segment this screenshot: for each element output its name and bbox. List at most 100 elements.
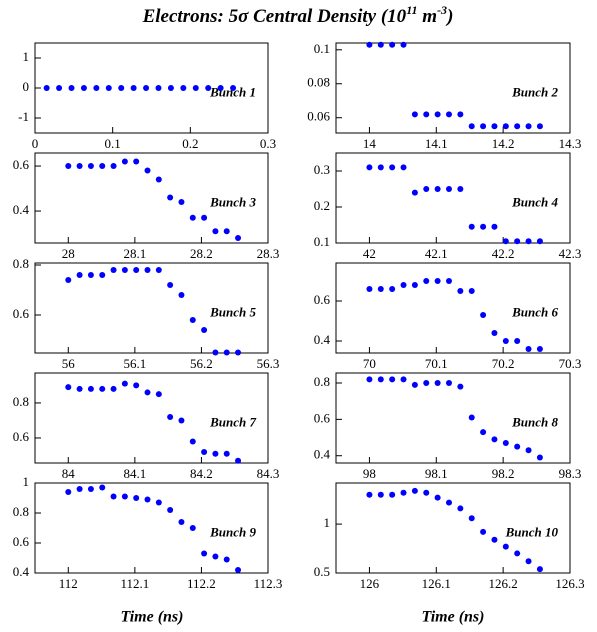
point [468,515,475,522]
point [121,267,128,273]
point [118,85,125,91]
point [491,436,498,443]
point [212,228,219,235]
title-sup: 11 [406,3,417,17]
x-tick-label: 28.1 [123,246,146,261]
plot-frame [335,482,571,574]
point [525,123,532,130]
y-tick-label: 0.2 [314,198,330,213]
y-tick-label: 0.6 [13,534,30,549]
x-tick-label: 56.3 [257,356,280,371]
point [76,486,83,492]
y-tick-label: 0.6 [314,410,331,425]
point [217,85,224,91]
x-tick-label: 14.2 [492,136,515,151]
point [502,338,509,344]
point [434,278,441,284]
point [514,238,521,245]
point [223,450,230,457]
point [189,438,196,445]
x-tick-label: 14.3 [559,136,582,151]
y-tick-label: 0.4 [13,564,30,579]
x-tick-label: 56.1 [123,356,146,371]
point [536,238,543,245]
x-tick-label: 14 [363,136,377,151]
point [110,493,117,500]
point [56,85,63,91]
y-tick-label: 1 [23,474,30,489]
point [121,493,128,500]
point [514,550,521,557]
point [93,85,100,91]
point [366,376,373,383]
point [525,447,532,454]
point [366,164,373,171]
x-tick-label: 42.2 [492,246,515,261]
point [192,85,199,91]
x-tick-label: 0.2 [182,136,198,151]
point [43,85,50,91]
title-text: m [418,6,438,27]
point [468,414,475,421]
point [366,286,373,292]
point [144,267,151,273]
y-tick-label: 0.06 [307,109,330,124]
plot-frame [34,152,269,244]
y-tick-label: 0.1 [314,234,330,249]
point [502,440,509,446]
panel-label: Bunch 3 [209,194,256,209]
x-tick-label: 14.1 [425,136,448,151]
point [445,111,452,118]
point [536,346,543,352]
point [155,176,162,183]
point [514,123,521,130]
point [133,267,140,273]
point [99,272,106,278]
point [423,489,430,496]
point [400,41,407,48]
point [366,491,373,498]
point [502,238,509,245]
point [525,346,532,352]
point [411,189,418,196]
point [68,85,75,91]
plot-frame [34,262,269,354]
point [155,267,162,273]
x-tick-label: 42.3 [559,246,582,261]
point [235,567,242,573]
point [457,111,464,118]
point [155,85,162,91]
point [178,199,185,206]
point [536,454,543,461]
title-text: Electrons: 5σ Central Density (10 [142,6,407,27]
x-tick-label: 70.2 [492,356,515,371]
point [445,186,452,192]
point [389,491,396,498]
point [133,382,140,389]
point [180,85,187,91]
point [400,282,407,288]
point [445,380,452,386]
point [536,123,543,130]
point [212,553,219,560]
point [411,111,418,118]
x-tick-label: 56 [62,356,76,371]
point [76,163,83,170]
y-tick-label: 0.3 [314,162,330,177]
point [144,496,151,503]
point [201,550,208,557]
point [223,349,230,356]
figure-title: Electrons: 5σ Central Density (1011 m-3) [142,3,454,28]
point [411,381,418,388]
panel-label: Bunch 8 [511,414,558,429]
y-tick-label: 1 [23,49,30,64]
point [480,429,487,436]
point [491,330,498,336]
point [235,457,242,464]
point [457,505,464,512]
y-tick-label: 0.6 [13,157,30,172]
point [65,384,72,391]
point [491,123,498,130]
point [377,164,384,171]
point [87,163,94,170]
